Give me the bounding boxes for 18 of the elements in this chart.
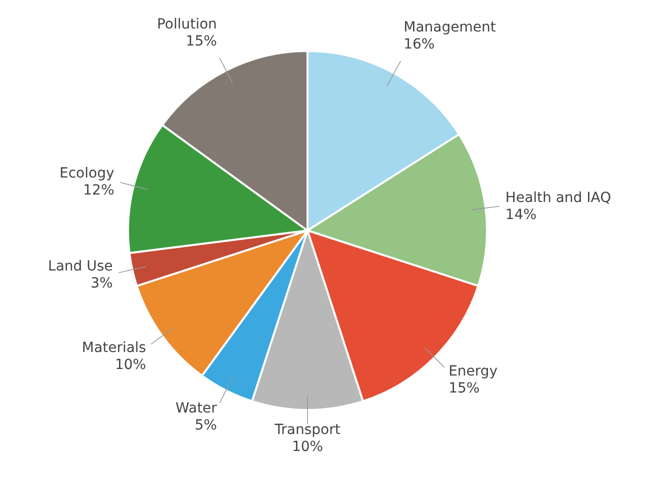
data-label: 5% [194, 417, 217, 434]
data-label: 14% [505, 206, 537, 223]
slice-label: Transport [274, 422, 341, 438]
slice-label: Pollution [156, 16, 217, 33]
slice-label: Materials [82, 340, 146, 356]
slice-label: Management [404, 20, 496, 36]
data-label: 3% [90, 276, 113, 292]
data-label: 12% [83, 182, 114, 198]
data-label: 10% [114, 356, 146, 373]
slice-label: Health and IAQ [505, 190, 612, 206]
data-label: 10% [292, 439, 324, 455]
slice-label: Energy [448, 364, 498, 380]
slice-label: Water [176, 400, 218, 416]
data-label: 15% [448, 380, 480, 397]
data-label: 16% [404, 36, 435, 53]
slice-label: Ecology [60, 165, 114, 182]
slice-label: Land Use [48, 258, 113, 275]
data-label: 15% [186, 34, 217, 50]
